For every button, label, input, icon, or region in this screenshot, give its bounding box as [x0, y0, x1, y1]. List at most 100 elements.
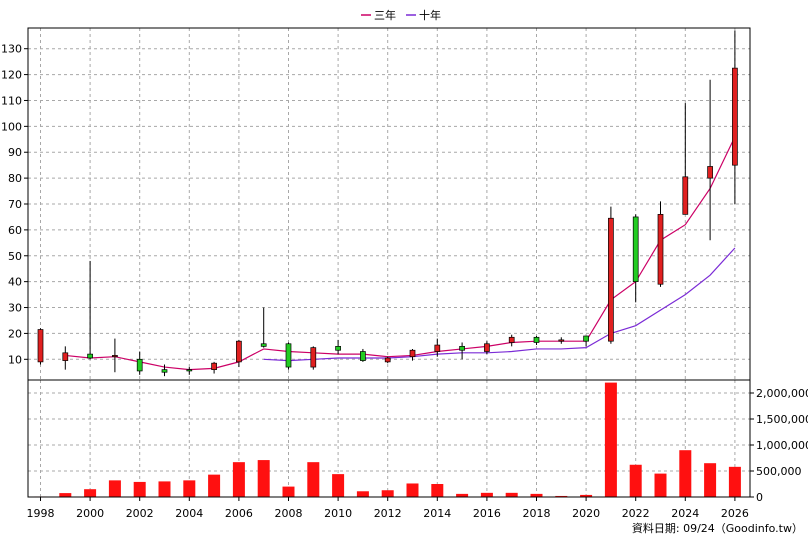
price-tick-label: 30 — [8, 302, 22, 315]
year-tick-label: 2008 — [275, 507, 303, 520]
year-tick-label: 2006 — [225, 507, 253, 520]
moving-average-line — [65, 136, 736, 371]
candle-body — [583, 335, 589, 342]
volume-bar — [59, 493, 72, 497]
volume-bar — [133, 481, 146, 497]
candle-body — [136, 358, 143, 372]
moving-average-lines — [65, 136, 736, 371]
year-tick-label: 2022 — [622, 507, 650, 520]
footer-source: 資料日期: 09/24（Goodinfo.tw） — [632, 521, 803, 535]
price-tick-label: 80 — [8, 172, 22, 185]
volume-bar — [332, 474, 345, 497]
candle-body — [37, 329, 44, 363]
volume-bar — [654, 473, 667, 497]
year-tick-label: 2014 — [423, 507, 451, 520]
volume-bar — [728, 466, 741, 497]
year-tick-label: 2026 — [721, 507, 749, 520]
volume-bar — [604, 382, 617, 497]
year-tick-label: 2000 — [76, 507, 104, 520]
price-tick-label: 20 — [8, 327, 22, 340]
candle-body — [508, 336, 515, 343]
volume-bar — [679, 450, 692, 497]
candle-body — [310, 347, 317, 368]
year-tick-label: 2018 — [523, 507, 551, 520]
volume-bar — [555, 495, 568, 497]
volume-bar — [406, 483, 419, 497]
year-tick-label: 2016 — [473, 507, 501, 520]
volume-bar — [208, 474, 221, 497]
moving-average-line — [263, 247, 736, 362]
candle-body — [335, 346, 341, 351]
candle-body — [211, 362, 217, 370]
price-tick-label: 10 — [8, 353, 22, 366]
price-tick-label: 70 — [8, 198, 22, 211]
candle-body — [360, 351, 366, 361]
volume-bar — [232, 462, 245, 497]
candle-body — [236, 340, 242, 363]
legend-label-three-year: 三年 — [374, 8, 396, 22]
candle-body — [112, 355, 118, 358]
volume-bar — [108, 480, 121, 497]
candle-body — [384, 357, 391, 363]
volume-tick-label: 500,000 — [756, 465, 802, 478]
volume-bar — [629, 464, 642, 497]
candle-body — [484, 343, 490, 352]
year-tick-label: 2002 — [126, 507, 154, 520]
volume-bars — [34, 382, 741, 497]
price-tick-label: 130 — [1, 43, 22, 56]
volume-bar — [480, 492, 493, 497]
volume-tick-label: 0 — [756, 491, 763, 504]
year-tick-label: 2024 — [671, 507, 699, 520]
volume-tick-label: 2,000,000 — [756, 387, 808, 400]
year-tick-label: 1998 — [27, 507, 55, 520]
volume-bar — [505, 492, 518, 497]
candle-body — [87, 353, 93, 359]
price-tick-label: 100 — [1, 120, 22, 133]
volume-bar — [456, 493, 469, 497]
candle-body — [533, 336, 540, 343]
candle-body — [632, 216, 639, 282]
volume-bar — [381, 490, 394, 497]
price-tick-label: 90 — [8, 146, 22, 159]
volume-bar — [431, 484, 444, 497]
volume-bar — [704, 463, 717, 497]
candle-body — [558, 339, 565, 342]
candlesticks — [37, 30, 738, 377]
volume-panel-frame — [27, 379, 751, 498]
volume-bar — [356, 491, 369, 497]
volume-tick-label: 1,500,000 — [756, 413, 808, 426]
volume-bar — [183, 480, 196, 497]
price-tick-label: 60 — [8, 224, 22, 237]
volume-bar — [84, 489, 97, 497]
candle-body — [285, 343, 292, 368]
candle-body — [657, 214, 664, 285]
candle-body — [707, 166, 713, 179]
volume-bar — [307, 462, 320, 497]
candle-body — [608, 217, 614, 342]
price-tick-label: 120 — [1, 69, 22, 82]
candle-body — [682, 176, 689, 215]
volume-axis: 0 500,000 1,000,000 1,500,000 2,000,000 — [750, 387, 808, 504]
year-tick-label: 2010 — [324, 507, 352, 520]
volume-bar — [282, 486, 295, 497]
legend: 三年 十年 — [361, 8, 441, 22]
volume-bar — [530, 493, 543, 497]
legend-label-ten-year: 十年 — [419, 8, 441, 22]
year-axis: 1998 2000 2002 2004 2006 2008 2010 2012 2014 2016… — [27, 497, 749, 520]
volume-tick-label: 1,000,000 — [756, 439, 808, 452]
price-tick-label: 110 — [1, 94, 22, 107]
year-tick-label: 2012 — [374, 507, 402, 520]
price-axis: 10 20 30 40 50 60 70 80 90 100 110 120 130 — [1, 43, 28, 366]
volume-bar — [158, 481, 171, 497]
candle-body — [434, 344, 441, 352]
price-tick-label: 50 — [8, 250, 22, 263]
candle-body — [161, 369, 168, 373]
volume-bar — [257, 460, 270, 497]
year-tick-label: 2020 — [572, 507, 600, 520]
price-grid — [28, 28, 750, 380]
candle-body — [459, 346, 465, 351]
volume-bar — [580, 494, 593, 497]
candle-body — [62, 352, 69, 361]
candle-body — [732, 67, 738, 166]
